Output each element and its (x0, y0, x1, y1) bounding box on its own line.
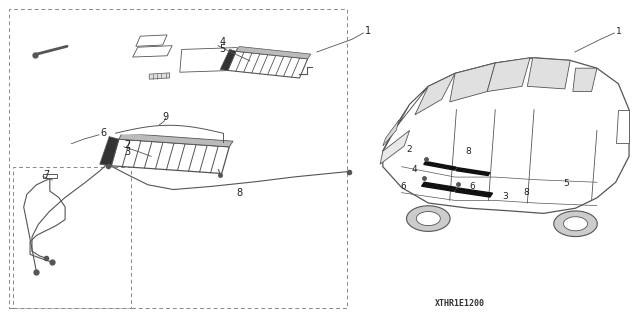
Polygon shape (220, 49, 236, 70)
Polygon shape (417, 211, 440, 226)
Polygon shape (380, 130, 410, 164)
Polygon shape (554, 211, 597, 237)
Polygon shape (180, 48, 237, 72)
Bar (13, 167, 131, 308)
Polygon shape (119, 133, 233, 147)
Text: 5: 5 (220, 44, 225, 54)
Polygon shape (573, 68, 597, 92)
Polygon shape (236, 47, 311, 59)
Text: 8: 8 (465, 147, 471, 156)
Polygon shape (149, 73, 170, 79)
Text: 6: 6 (100, 128, 106, 138)
Polygon shape (415, 73, 455, 115)
Polygon shape (132, 46, 172, 57)
Text: 1: 1 (616, 27, 622, 36)
Polygon shape (136, 35, 167, 46)
Text: 1: 1 (365, 26, 371, 36)
Text: 5: 5 (563, 179, 569, 188)
Polygon shape (100, 137, 119, 166)
Text: 3: 3 (124, 147, 131, 157)
Polygon shape (228, 51, 308, 78)
Text: 2: 2 (406, 145, 412, 154)
Polygon shape (527, 58, 570, 89)
Text: 7: 7 (43, 170, 49, 180)
Text: 3: 3 (502, 192, 508, 201)
Text: XTHR1E1200: XTHR1E1200 (435, 299, 485, 308)
Polygon shape (487, 58, 530, 92)
Text: 4: 4 (220, 38, 225, 48)
Polygon shape (422, 182, 456, 191)
Polygon shape (111, 139, 229, 174)
Polygon shape (455, 188, 493, 197)
Polygon shape (383, 120, 399, 146)
Polygon shape (616, 110, 629, 143)
Bar (9, 9, 347, 308)
Polygon shape (564, 217, 588, 231)
Text: 2: 2 (124, 140, 131, 150)
Polygon shape (450, 63, 495, 102)
Polygon shape (424, 161, 456, 170)
Text: 4: 4 (412, 165, 417, 174)
Text: 6: 6 (401, 182, 406, 191)
Text: 8: 8 (236, 188, 242, 198)
Polygon shape (406, 206, 450, 231)
Text: 6: 6 (470, 182, 476, 191)
Polygon shape (383, 58, 629, 213)
Polygon shape (456, 168, 490, 175)
Polygon shape (383, 86, 428, 151)
Text: 9: 9 (163, 112, 169, 122)
Text: 8: 8 (524, 188, 529, 197)
Bar (43, 174, 57, 178)
